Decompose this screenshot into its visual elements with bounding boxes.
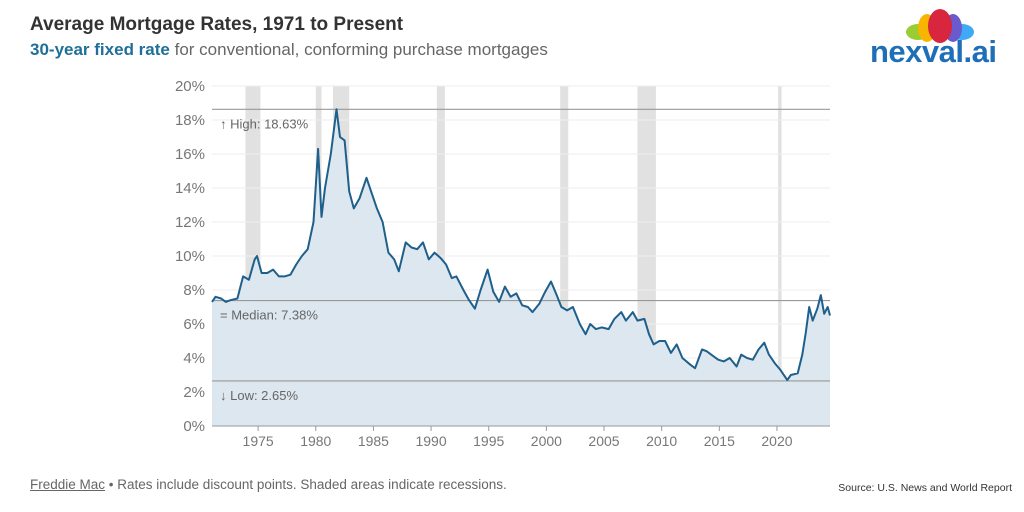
rate-area bbox=[212, 109, 830, 427]
y-tick-label: 8% bbox=[183, 282, 205, 299]
chart-title: Average Mortgage Rates, 1971 to Present bbox=[30, 14, 404, 35]
y-tick-label: 14% bbox=[175, 180, 205, 197]
x-tick-label: 2020 bbox=[761, 433, 792, 449]
footer-text: • Rates include discount points. Shaded … bbox=[105, 477, 507, 492]
rate-line bbox=[211, 108, 831, 382]
x-tick-label: 1995 bbox=[473, 433, 504, 449]
y-tick-label: 10% bbox=[175, 248, 205, 265]
logo-text: nexval.ai bbox=[870, 34, 997, 69]
chart-subtitle: 30-year fixed rate for conventional, con… bbox=[30, 40, 548, 60]
reference-lines: ↑ High: 18.63% = Median: 7.38% ↓ Low: 2.65… bbox=[212, 108, 830, 403]
y-tick-label: 2% bbox=[183, 384, 205, 401]
freddie-mac-link[interactable]: Freddie Mac bbox=[30, 477, 106, 492]
y-tick-label: 16% bbox=[175, 146, 205, 163]
y-tick-label: 6% bbox=[183, 316, 205, 333]
x-tick-label: 2015 bbox=[704, 433, 735, 449]
axis-ticks: 0% 2% 4% 6% 8% 10% 12% 14% 16% 18% 20% 1975 1980 1985… bbox=[175, 78, 830, 449]
y-tick-label: 12% bbox=[175, 214, 205, 231]
reference-label: ↓ Low: 2.65% bbox=[220, 388, 298, 403]
x-tick-label: 1990 bbox=[415, 433, 446, 449]
x-tick-label: 1975 bbox=[243, 433, 274, 449]
x-tick-label: 1980 bbox=[300, 433, 331, 449]
y-tick-label: 0% bbox=[183, 418, 205, 435]
x-tick-label: 2005 bbox=[588, 433, 619, 449]
reference-label: = Median: 7.38% bbox=[220, 308, 318, 323]
reference-label: ↑ High: 18.63% bbox=[220, 116, 309, 131]
x-tick-label: 2000 bbox=[531, 433, 562, 449]
source-credit: Source: U.S. News and World Report bbox=[838, 482, 1012, 494]
subtitle-highlight: 30-year fixed rate bbox=[30, 40, 170, 59]
footer-note: Freddie Mac • Rates include discount poi… bbox=[30, 477, 507, 492]
nexval-logo: nexval.ai bbox=[870, 8, 1015, 70]
y-tick-label: 18% bbox=[175, 112, 205, 129]
x-tick-label: 2010 bbox=[646, 433, 677, 449]
y-tick-label: 20% bbox=[175, 78, 205, 95]
y-tick-label: 4% bbox=[183, 350, 205, 367]
x-tick-label: 1985 bbox=[358, 433, 389, 449]
subtitle-rest: for conventional, conforming purchase mo… bbox=[169, 40, 548, 59]
lotus-icon bbox=[906, 9, 974, 43]
